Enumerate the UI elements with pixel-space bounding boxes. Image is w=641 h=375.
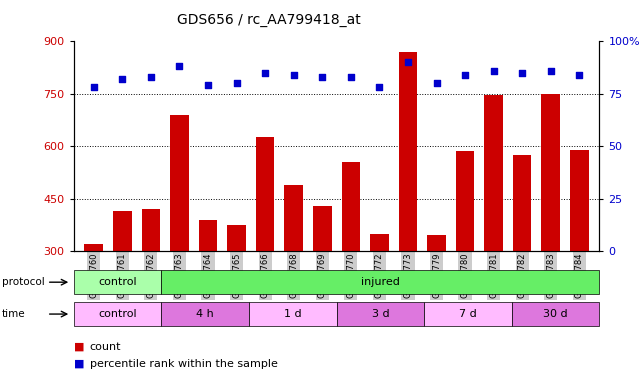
Bar	[285, 185, 303, 356]
Bar	[113, 211, 131, 356]
Bar	[542, 94, 560, 356]
Point	[117, 76, 128, 82]
Point	[317, 74, 328, 80]
Text: injured: injured	[361, 277, 400, 287]
Bar	[199, 220, 217, 356]
Text: 7 d: 7 d	[459, 309, 477, 319]
Bar	[256, 138, 274, 356]
Text: ■: ■	[74, 342, 84, 352]
Text: 30 d: 30 d	[543, 309, 568, 319]
Text: 3 d: 3 d	[372, 309, 389, 319]
Bar	[424, 302, 512, 326]
Text: control: control	[98, 309, 137, 319]
Point	[460, 72, 470, 78]
Point	[345, 74, 356, 80]
Bar	[85, 244, 103, 356]
Text: protocol: protocol	[2, 277, 45, 287]
Bar	[162, 270, 599, 294]
Point	[403, 59, 413, 65]
Bar	[570, 150, 588, 356]
Point	[203, 82, 213, 88]
Point	[260, 70, 271, 76]
Text: GDS656 / rc_AA799418_at: GDS656 / rc_AA799418_at	[178, 13, 361, 27]
Bar	[512, 302, 599, 326]
Point	[231, 80, 242, 86]
Bar	[228, 225, 246, 356]
Bar	[170, 115, 188, 356]
Bar	[427, 236, 445, 356]
Bar	[399, 52, 417, 356]
Point	[174, 63, 185, 69]
Bar	[337, 302, 424, 326]
Bar	[74, 302, 162, 326]
Point	[374, 84, 385, 90]
Bar	[142, 209, 160, 356]
Bar	[162, 302, 249, 326]
Bar	[456, 152, 474, 356]
Bar	[313, 206, 331, 356]
Point	[88, 84, 99, 90]
Text: time: time	[2, 309, 26, 319]
Point	[146, 74, 156, 80]
Point	[431, 80, 442, 86]
Text: ■: ■	[74, 359, 84, 369]
Point	[517, 70, 528, 76]
Text: 4 h: 4 h	[196, 309, 214, 319]
Text: control: control	[98, 277, 137, 287]
Point	[288, 72, 299, 78]
Bar	[513, 155, 531, 356]
Bar	[249, 302, 337, 326]
Bar	[370, 234, 388, 356]
Text: percentile rank within the sample: percentile rank within the sample	[90, 359, 278, 369]
Point	[574, 72, 585, 78]
Bar	[342, 162, 360, 356]
Bar	[74, 270, 162, 294]
Point	[545, 68, 556, 74]
Text: 1 d: 1 d	[284, 309, 301, 319]
Bar	[485, 96, 503, 356]
Point	[488, 68, 499, 74]
Text: count: count	[90, 342, 121, 352]
